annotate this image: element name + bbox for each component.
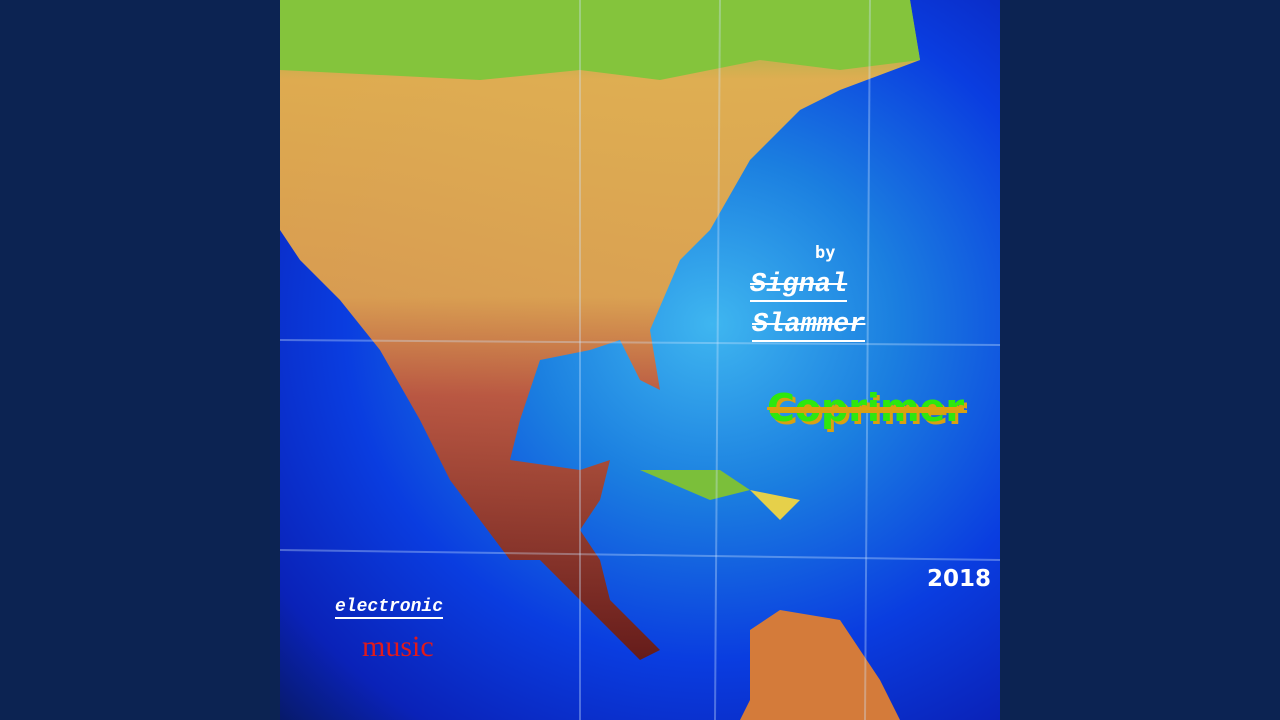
genre-line2: music bbox=[362, 630, 434, 663]
album-cover: by Signal Slammer Coprimer 2018 electron… bbox=[280, 0, 1000, 720]
artist-name-line1: Signal bbox=[750, 270, 848, 302]
genre-line1: electronic bbox=[335, 597, 444, 619]
album-title: Coprimer bbox=[767, 386, 965, 430]
map-background bbox=[280, 0, 1000, 720]
artist-name-line2: Slammer bbox=[752, 310, 866, 342]
by-label: by bbox=[815, 243, 836, 263]
map-grid bbox=[280, 0, 1000, 720]
release-year: 2018 bbox=[927, 566, 992, 592]
